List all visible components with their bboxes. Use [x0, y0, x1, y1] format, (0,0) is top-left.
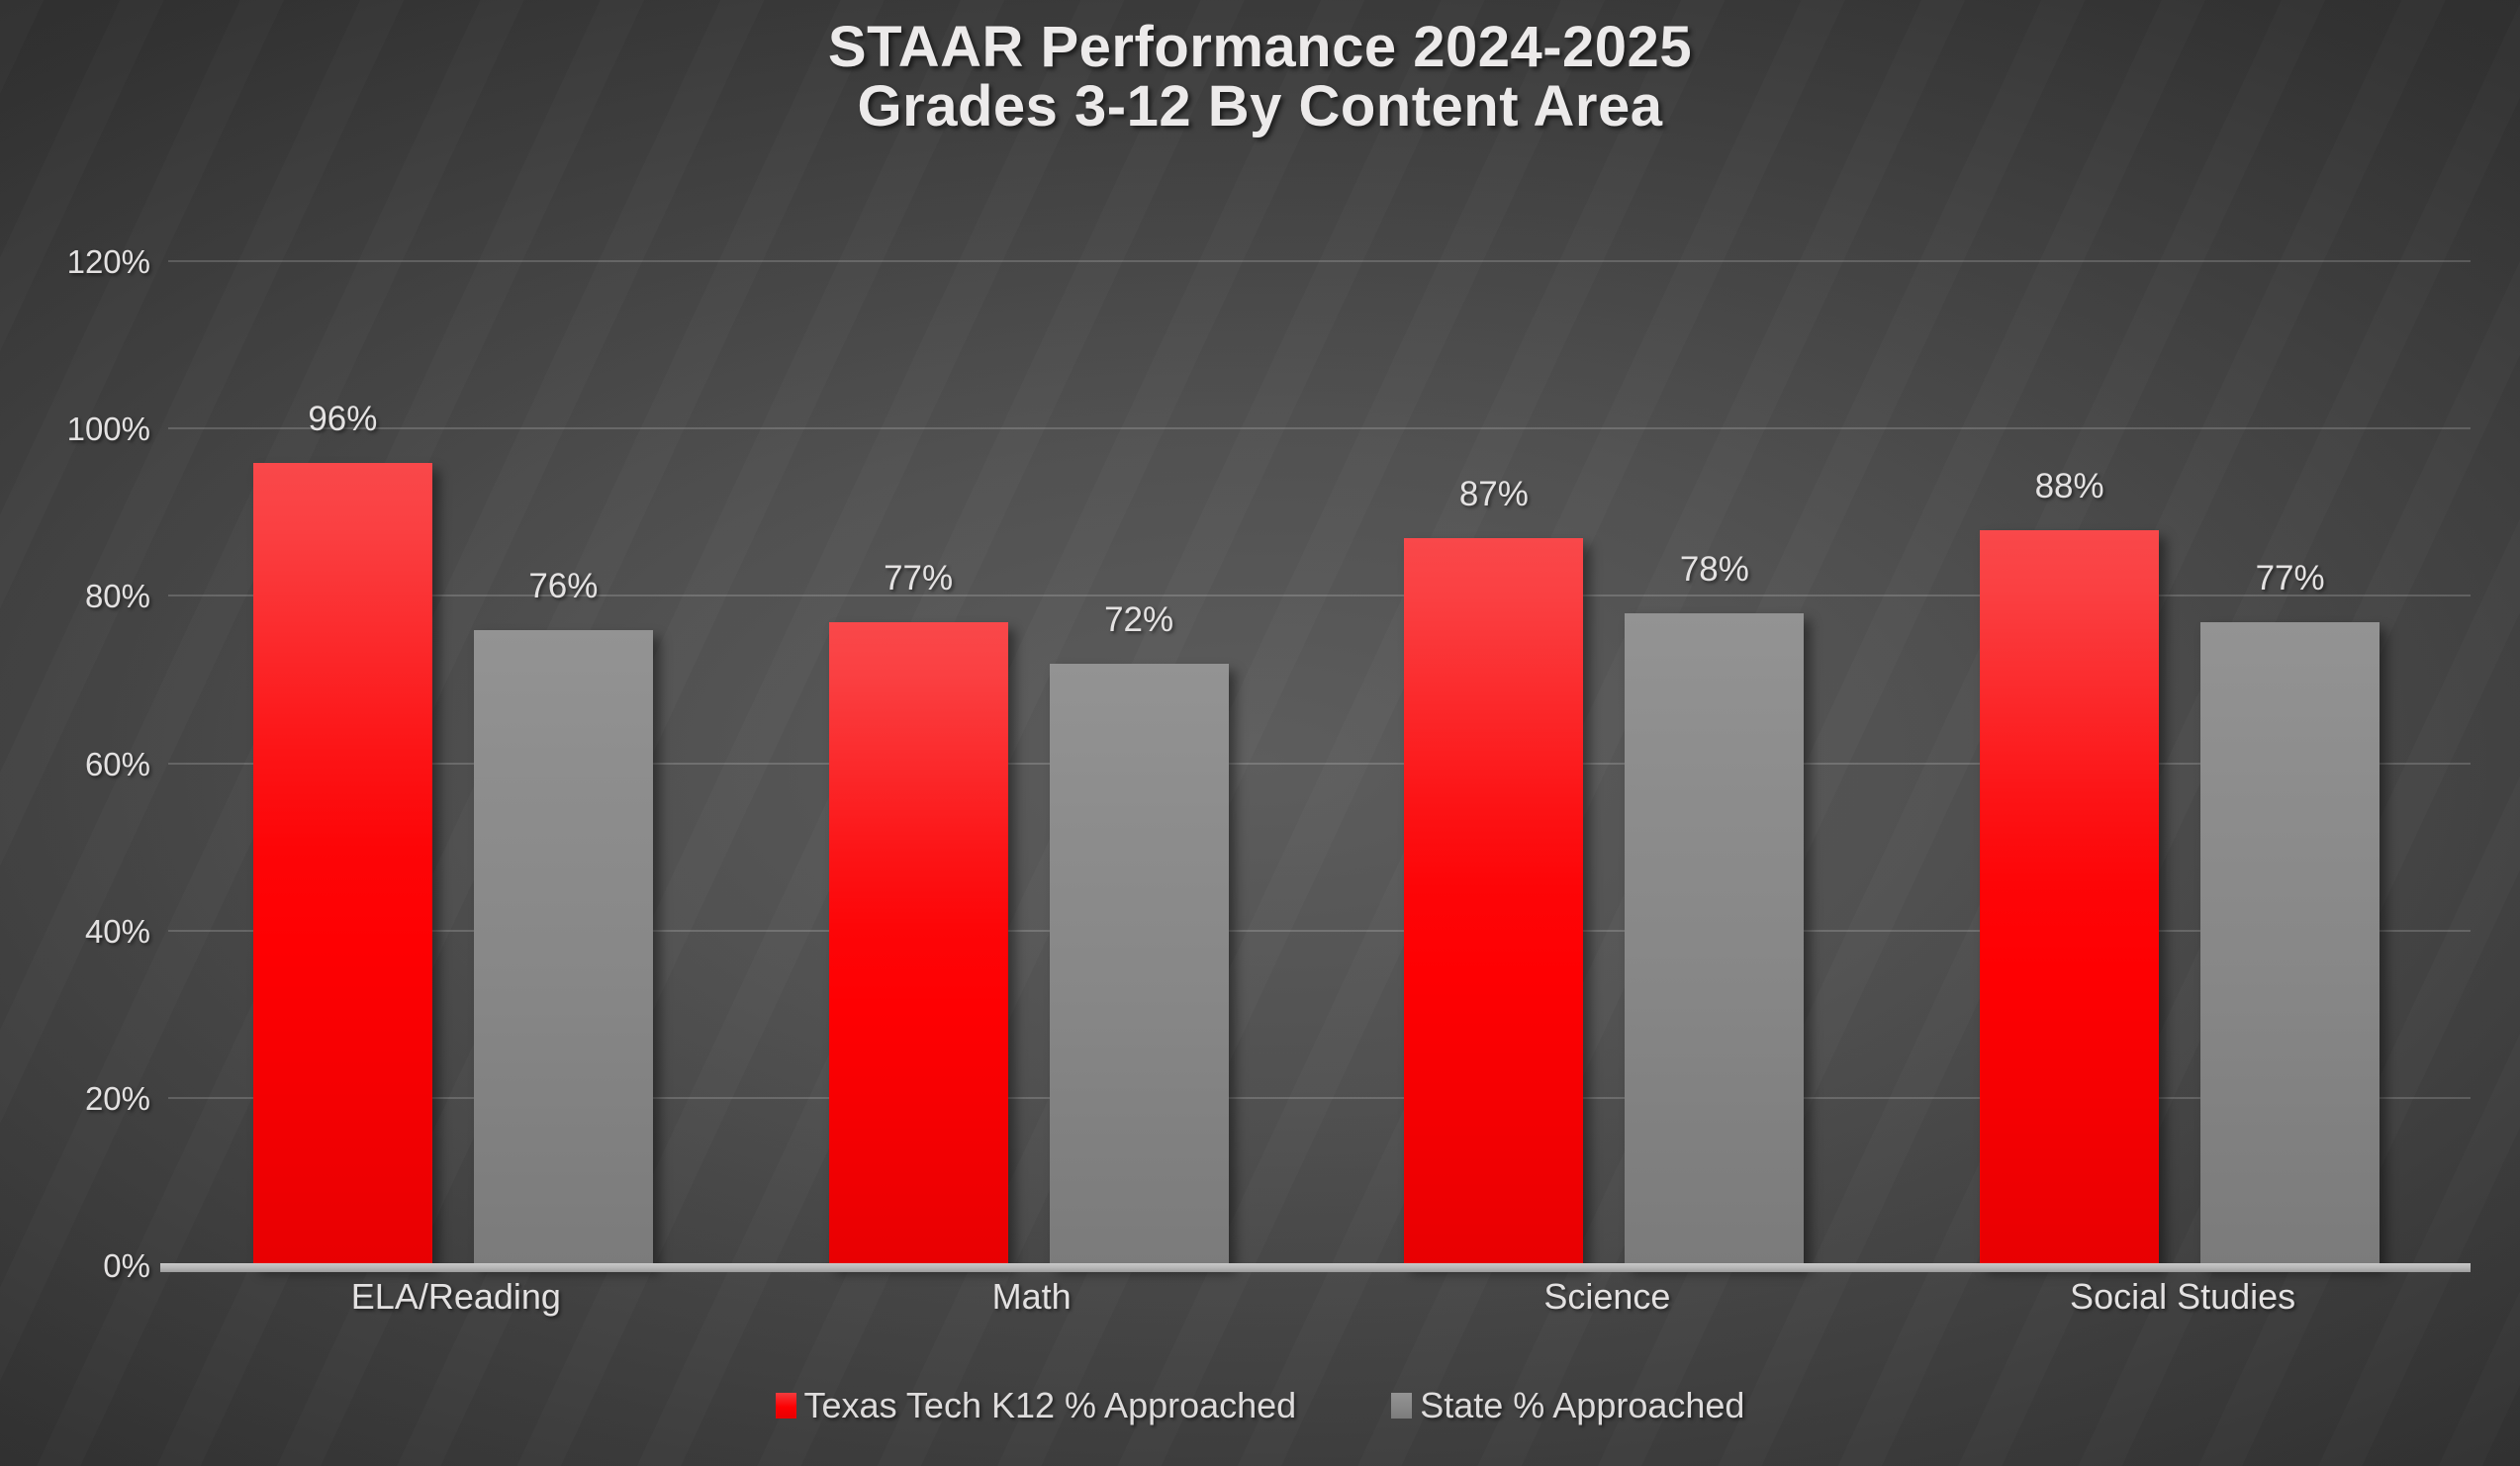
legend-item-texas-tech-k12[interactable]: Texas Tech K12 % Approached: [775, 1385, 1297, 1426]
bar-value-label: 77%: [884, 558, 954, 597]
x-axis-category-label: Social Studies: [2070, 1276, 2296, 1317]
x-axis-line: [160, 1263, 2471, 1272]
gridline: [168, 1096, 2471, 1099]
gridline: [168, 762, 2471, 765]
y-axis-tick-label: 60%: [84, 745, 150, 782]
bar[interactable]: 72%: [1049, 600, 1229, 1266]
x-axis: ELA/Reading Math Science Social Studies: [168, 1276, 2471, 1335]
legend-label-state: State % Approached: [1420, 1385, 1745, 1425]
chart-title-line-2: Grades 3-12 By Content Area: [857, 73, 1663, 138]
y-axis-tick-label: 100%: [66, 411, 150, 448]
plot-area: 96% 76% 77% 72% 87% 78% 88% 77%: [160, 260, 2471, 1272]
legend-item-state[interactable]: State % Approached: [1391, 1385, 1744, 1426]
bar-value-label: 77%: [2255, 558, 2325, 597]
bar[interactable]: 87%: [1404, 475, 1584, 1266]
red-square-icon: [775, 1393, 796, 1419]
bar-value-label: 87%: [1458, 475, 1529, 514]
legend-label-texas-tech-k12: Texas Tech K12 % Approached: [803, 1385, 1297, 1425]
bar[interactable]: 78%: [1625, 550, 1805, 1266]
bar-value-label: 88%: [2034, 466, 2104, 505]
y-axis-tick-label: 120%: [66, 243, 150, 280]
gridline: [168, 595, 2471, 597]
bar-value-label: 78%: [1679, 550, 1749, 590]
chart-title-line-1: STAAR Performance 2024-2025: [827, 15, 1693, 79]
bar[interactable]: 77%: [2200, 559, 2380, 1266]
gridline: [168, 260, 2471, 262]
bar-series-container: 96% 76% 77% 72% 87% 78% 88% 77%: [168, 262, 2471, 1266]
x-axis-category-label: ELA/Reading: [350, 1276, 561, 1317]
gridline: [168, 929, 2471, 932]
gray-square-icon: [1391, 1393, 1413, 1419]
chart-title: STAAR Performance 2024-2025 Grades 3-12 …: [0, 18, 2520, 136]
gridline: [168, 427, 2471, 430]
bar-value-label: 96%: [308, 400, 378, 438]
y-axis-tick-label: 40%: [84, 912, 150, 950]
y-axis-tick-label: 20%: [84, 1079, 150, 1117]
bar[interactable]: 88%: [1980, 467, 2160, 1266]
bar-value-label: 72%: [1104, 600, 1174, 639]
bar[interactable]: 96%: [252, 400, 432, 1266]
chart-legend: Texas Tech K12 % Approached State % Appr…: [0, 1385, 2520, 1426]
bar[interactable]: 76%: [473, 567, 653, 1266]
bar-value-label: 76%: [528, 567, 599, 606]
x-axis-category-label: Science: [1543, 1276, 1671, 1317]
y-axis: 0% 20% 40% 60% 80% 100% 120%: [0, 243, 150, 1284]
bar[interactable]: 77%: [828, 559, 1008, 1266]
y-axis-tick-label: 0%: [103, 1247, 150, 1284]
y-axis-tick-label: 80%: [84, 578, 150, 615]
x-axis-category-label: Math: [991, 1276, 1072, 1317]
